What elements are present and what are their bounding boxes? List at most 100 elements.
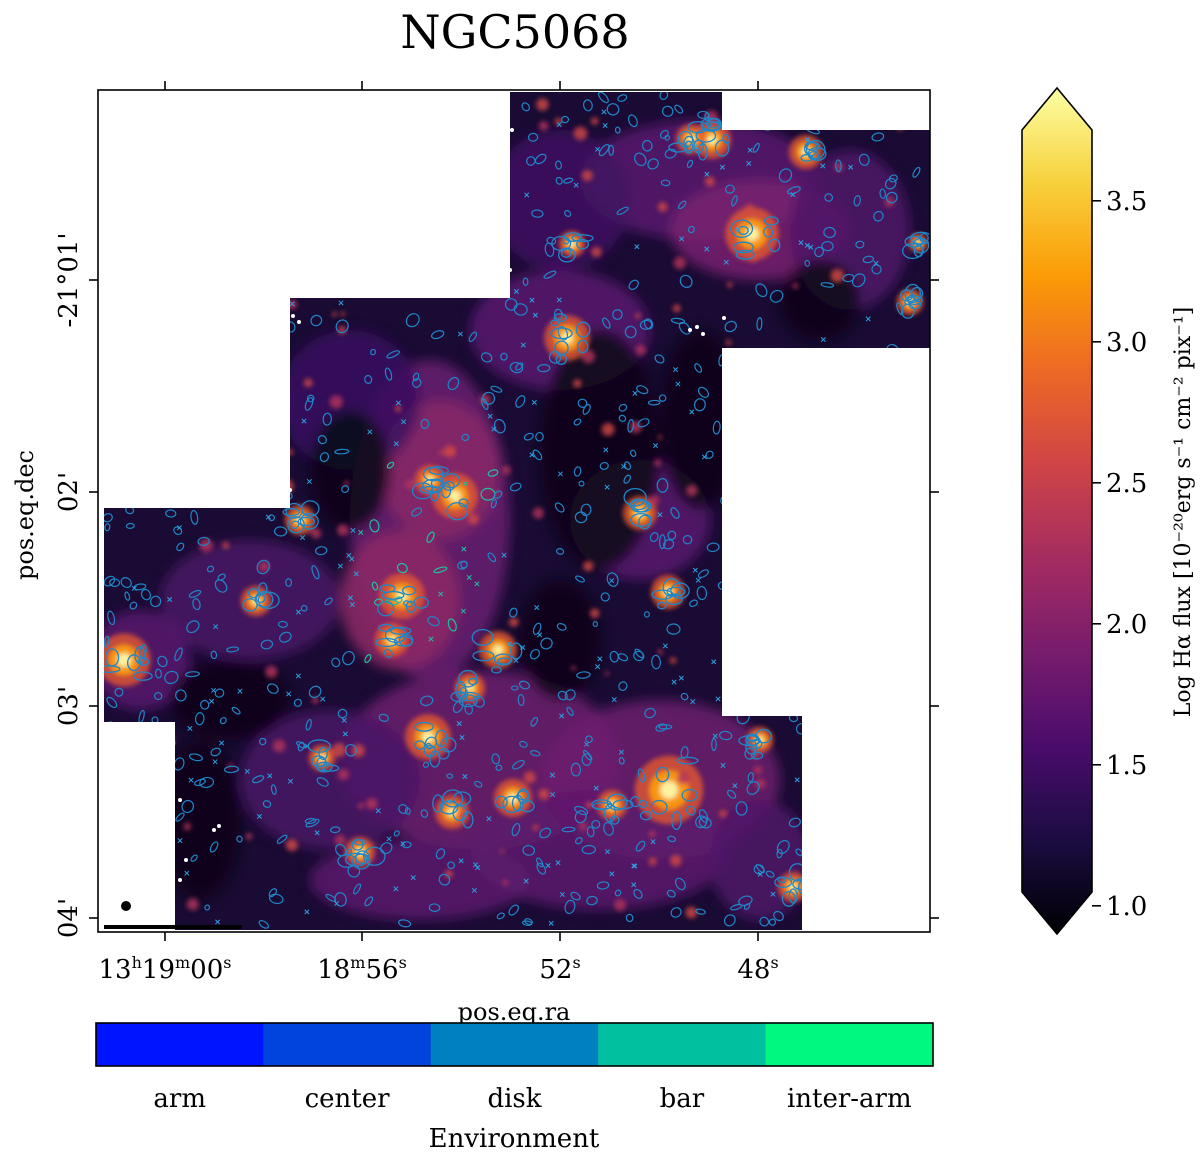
region-contour: [718, 730, 733, 741]
region-contour: [468, 677, 478, 686]
region-contour: [219, 717, 227, 725]
region-contour: [370, 348, 377, 356]
region-contour: [447, 861, 456, 870]
source-marker: [704, 246, 710, 252]
region-contour: [561, 826, 576, 833]
region-contour: [633, 650, 645, 662]
colorbar-tick-label: 3.0: [1106, 328, 1147, 358]
region-contour: [154, 668, 162, 679]
source-marker: [127, 845, 133, 851]
region-contour: [188, 753, 203, 762]
source-marker: [840, 410, 846, 416]
region-contour: [777, 367, 790, 378]
region-contour: [485, 109, 499, 123]
source-marker: [424, 203, 430, 209]
region-contour: [273, 360, 283, 372]
region-contour: [575, 575, 585, 583]
region-contour: [746, 734, 759, 742]
region-contour: [393, 830, 400, 837]
region-contour: [627, 114, 638, 128]
source-marker: [537, 632, 543, 638]
region-contour: [919, 232, 929, 243]
region-contour: [104, 575, 116, 587]
region-contour: [624, 325, 637, 339]
region-contour: [447, 376, 460, 391]
region-contour: [667, 530, 677, 540]
region-contour: [681, 788, 698, 802]
region-contour: [744, 747, 756, 760]
region-contour: [422, 466, 444, 482]
region-contour: [173, 434, 186, 447]
region-contour: [856, 600, 863, 613]
region-contour: [181, 799, 195, 814]
region-contour: [412, 378, 422, 388]
faint-knot: [394, 405, 402, 412]
region-contour: [285, 502, 303, 519]
faint-knot: [673, 256, 686, 270]
region-contour: [260, 639, 274, 650]
region-contour: [438, 873, 451, 886]
source-marker: [289, 301, 295, 307]
region-contour: [513, 303, 528, 316]
region-contour: [592, 621, 598, 628]
region-contour: [127, 654, 141, 672]
region-contour: [636, 385, 649, 395]
faint-knot: [669, 854, 682, 867]
region-contour: [891, 538, 900, 547]
source-marker: [213, 624, 219, 630]
faint-knot: [760, 453, 771, 464]
faint-knot: [185, 204, 192, 210]
environment-swatch-disk: [430, 1023, 599, 1066]
faint-knot: [585, 801, 593, 809]
region-contour: [582, 404, 591, 415]
region-contour: [747, 772, 754, 783]
region-contour: [623, 487, 647, 507]
region-contour: [446, 502, 469, 521]
region-contour: [254, 417, 264, 427]
region-contour: [647, 158, 659, 170]
region-contour: [902, 815, 911, 824]
source-marker: [428, 636, 434, 642]
region-contour: [510, 685, 519, 691]
region-contour: [515, 395, 526, 408]
source-marker: [594, 146, 601, 152]
region-contour: [355, 850, 370, 865]
region-contour: [360, 156, 370, 169]
faint-knot: [463, 138, 477, 152]
region-contour: [266, 399, 277, 413]
region-contour: [910, 286, 924, 301]
region-contour: [818, 109, 831, 123]
region-contour: [192, 109, 207, 123]
source-marker: [192, 465, 198, 471]
faint-knot: [499, 848, 505, 854]
region-contour: [132, 671, 153, 681]
region-contour: [600, 592, 610, 602]
region-contour: [210, 650, 218, 660]
region-contour: [654, 354, 665, 364]
region-contour: [251, 181, 264, 191]
region-contour: [522, 845, 536, 856]
region-contour: [455, 680, 467, 700]
region-contour: [457, 691, 481, 702]
region-contour: [282, 508, 301, 517]
region-contour: [576, 671, 591, 679]
source-marker: [209, 698, 215, 704]
source-marker: [167, 596, 173, 602]
faint-knot: [648, 830, 656, 838]
hii-region-peak: [493, 645, 503, 655]
region-contour: [597, 92, 609, 104]
region-contour: [536, 862, 547, 875]
region-contour: [168, 725, 175, 732]
region-contour: [659, 129, 669, 139]
region-contour: [705, 450, 714, 459]
source-marker: [395, 400, 401, 406]
region-contour: [490, 385, 503, 393]
source-marker: [223, 148, 229, 154]
region-contour: [304, 817, 317, 825]
region-contour: [778, 515, 785, 522]
region-contour: [629, 498, 648, 511]
source-marker: [367, 186, 373, 192]
faint-knot: [658, 435, 663, 440]
region-contour: [766, 506, 777, 516]
faint-knot: [581, 170, 593, 181]
